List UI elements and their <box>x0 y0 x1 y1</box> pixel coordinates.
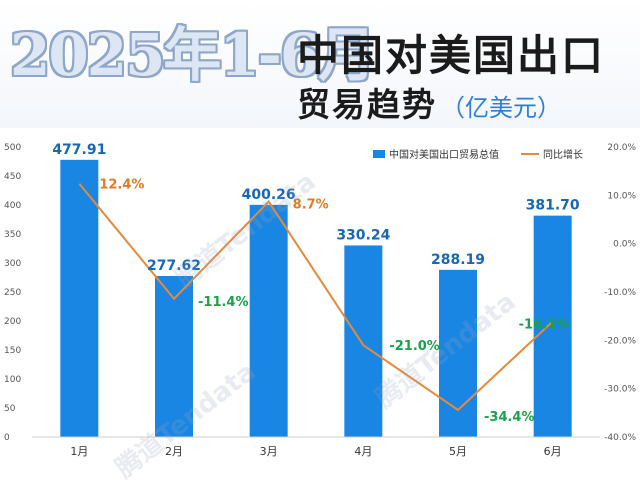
bar-value-label: 277.62 <box>147 258 201 274</box>
legend-bar-label: 中国对美国出口贸易总值 <box>389 148 499 161</box>
right-axis: 20.0% 10.0% 0.0% -10.0% -20.0% -30.0% -40.0% <box>604 143 636 443</box>
bar-value-label: 477.91 <box>52 142 106 158</box>
year-title: 2025年1-6月 <box>10 21 376 89</box>
legend: 中国对美国出口贸易总值 同比增长 <box>373 148 583 161</box>
right-tick-label: 0.0% <box>613 240 636 250</box>
left-tick-label: 50 <box>4 404 16 414</box>
bar <box>439 269 477 437</box>
x-tick-label: 4月 <box>354 445 372 458</box>
growth-value-label: -34.4% <box>484 410 535 425</box>
growth-value-label: 12.4% <box>99 178 144 193</box>
bar-labels: 477.91 277.62 400.26 330.24 288.19 381.70 <box>52 142 580 274</box>
right-tick-label: 10.0% <box>607 191 636 201</box>
bars <box>60 159 572 437</box>
x-tick-label: 2月 <box>165 445 183 458</box>
growth-line-layer <box>78 183 554 412</box>
left-axis: 0 50 100 150 200 250 300 350 400 450 500 <box>4 143 21 443</box>
right-tick-label: -10.0% <box>604 288 636 298</box>
left-tick-label: 0 <box>4 433 10 443</box>
x-tick-label: 1月 <box>70 445 88 458</box>
x-tick-label: 5月 <box>449 445 467 458</box>
bar-value-label: 400.26 <box>242 187 296 203</box>
growth-value-label: -11.4% <box>198 295 249 310</box>
left-tick-label: 400 <box>4 201 21 211</box>
unit-label: （亿美元） <box>441 94 561 122</box>
bar <box>155 275 193 437</box>
header: 2025年1-6月 中国对美国出口 贸易趋势 （亿美元） <box>0 0 640 128</box>
bar-value-label: 381.70 <box>526 198 580 214</box>
subtitle-row: 贸易趋势 （亿美元） <box>297 78 561 126</box>
bar-value-label: 330.24 <box>336 227 390 243</box>
pct-labels: 12.4% -11.4% 8.7% -21.0% -34.4% -16.1% <box>99 178 569 425</box>
left-tick-label: 500 <box>4 143 21 153</box>
left-tick-label: 100 <box>4 375 21 385</box>
bar <box>533 215 572 437</box>
bar <box>249 204 288 437</box>
left-tick-label: 300 <box>4 259 21 269</box>
bar <box>344 245 383 437</box>
right-tick-label: -30.0% <box>604 385 636 395</box>
growth-value-label: 8.7% <box>293 198 329 213</box>
legend-bar-swatch <box>373 150 385 158</box>
bar <box>60 159 99 437</box>
left-tick-label: 150 <box>4 346 21 356</box>
right-tick-label: -20.0% <box>604 336 636 346</box>
growth-value-label: -16.1% <box>519 317 570 332</box>
x-tick-label: 6月 <box>544 445 562 458</box>
x-tick-label: 3月 <box>260 445 278 458</box>
main-title: 中国对美国出口 <box>297 31 606 80</box>
right-tick-label: 20.0% <box>607 143 636 153</box>
right-tick-label: -40.0% <box>604 433 636 443</box>
bar-value-label: 288.19 <box>431 252 485 268</box>
left-tick-label: 450 <box>4 172 21 182</box>
left-tick-label: 250 <box>4 288 21 298</box>
growth-value-label: -21.0% <box>389 339 440 354</box>
left-tick-label: 350 <box>4 230 21 240</box>
legend-line-label: 同比增长 <box>543 148 583 161</box>
growth-line <box>78 183 554 412</box>
left-tick-label: 200 <box>4 317 21 327</box>
subtitle: 贸易趋势 <box>297 85 437 124</box>
chart: 0 50 100 150 200 250 300 350 400 450 500 20.0% 10.0… <box>4 142 636 458</box>
x-axis: 1月 2月 3月 4月 5月 6月 <box>32 436 600 458</box>
